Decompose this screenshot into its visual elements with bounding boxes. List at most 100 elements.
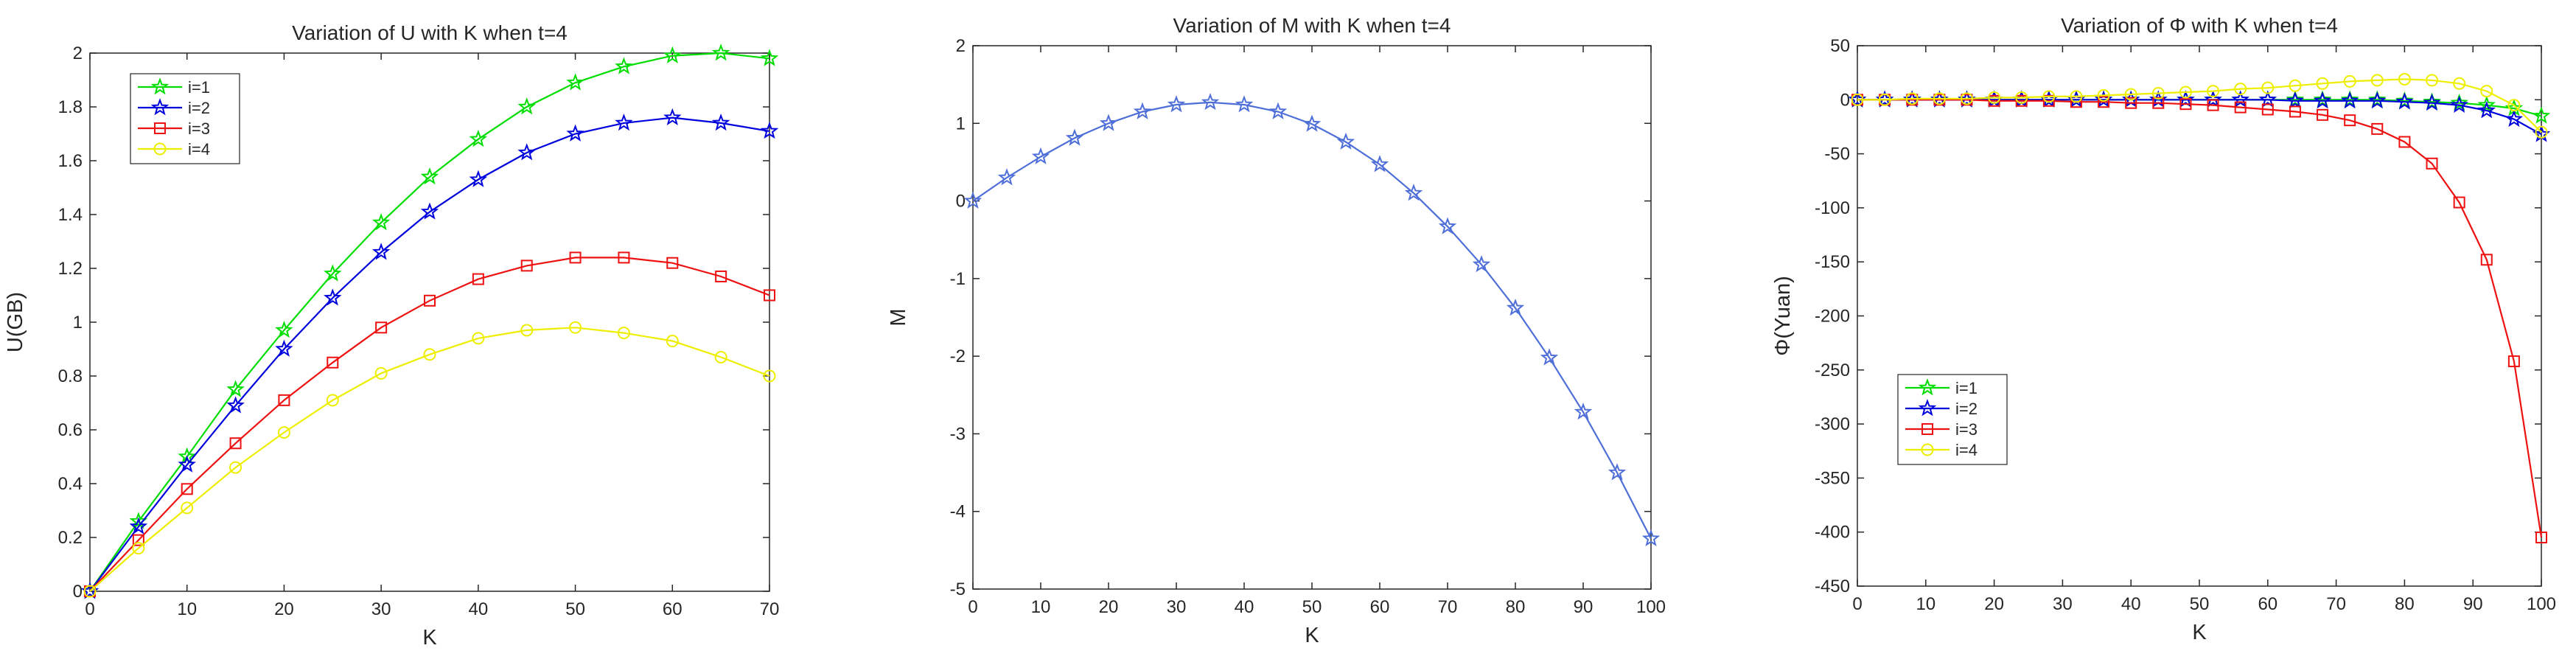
x-axis-label: K bbox=[2192, 621, 2207, 644]
y-tick-label: -5 bbox=[950, 579, 966, 599]
data-point bbox=[569, 251, 582, 264]
data-point bbox=[2179, 98, 2192, 111]
data-point bbox=[760, 122, 779, 139]
data-point bbox=[472, 332, 485, 345]
plot-area bbox=[972, 45, 1652, 590]
y-tick-label: -50 bbox=[1824, 145, 1850, 164]
y-tick-label: 0.2 bbox=[58, 528, 83, 548]
data-point bbox=[963, 191, 982, 209]
data-point bbox=[666, 335, 679, 348]
legend-entry-label: i=1 bbox=[188, 78, 210, 97]
y-tick-label: 2 bbox=[73, 43, 83, 63]
data-point bbox=[1133, 102, 1152, 119]
legend-entry-label: i=3 bbox=[188, 119, 210, 138]
data-point bbox=[324, 264, 342, 282]
data-point bbox=[711, 43, 730, 61]
data-point bbox=[371, 243, 391, 260]
data-point bbox=[327, 356, 339, 369]
data-point bbox=[2289, 105, 2301, 118]
y-tick-label: 1.2 bbox=[58, 259, 83, 279]
data-point bbox=[711, 114, 730, 131]
data-point bbox=[617, 327, 630, 340]
data-point bbox=[520, 260, 533, 272]
data-point bbox=[83, 585, 97, 598]
data-point bbox=[2453, 77, 2466, 90]
data-point bbox=[2480, 254, 2493, 266]
legend-marker bbox=[1921, 423, 1933, 435]
y-tick-label: 0.4 bbox=[58, 474, 83, 494]
x-tick-label: 80 bbox=[2395, 594, 2415, 614]
data-point bbox=[2477, 101, 2496, 119]
data-point bbox=[2535, 125, 2548, 139]
data-point bbox=[517, 97, 536, 115]
y-tick-label: 1 bbox=[956, 114, 966, 133]
y-axis-label: U(GB) bbox=[4, 292, 27, 352]
data-point bbox=[129, 517, 148, 535]
data-point bbox=[2371, 122, 2384, 135]
x-tick-label: 30 bbox=[1167, 597, 1187, 617]
data-point bbox=[2395, 91, 2414, 109]
data-point bbox=[2015, 91, 2028, 104]
data-point bbox=[424, 294, 436, 307]
data-point bbox=[374, 366, 388, 380]
data-point bbox=[1235, 95, 1254, 113]
series-line-i=4 bbox=[89, 327, 770, 592]
data-point bbox=[2423, 92, 2441, 110]
data-point bbox=[1201, 93, 1220, 111]
plot-area bbox=[1857, 45, 2542, 587]
legend-entry-label: i=2 bbox=[188, 99, 210, 117]
x-tick-label: 60 bbox=[1370, 597, 1390, 617]
y-tick-label: -4 bbox=[950, 502, 966, 522]
data-point bbox=[760, 49, 779, 66]
data-point bbox=[229, 437, 242, 450]
data-point bbox=[277, 426, 290, 439]
x-tick-label: 10 bbox=[177, 599, 197, 619]
data-point bbox=[566, 124, 584, 142]
data-point bbox=[2368, 91, 2387, 109]
data-point bbox=[1574, 403, 1593, 420]
data-point bbox=[1167, 95, 1186, 113]
data-point bbox=[569, 321, 582, 334]
x-tick-label: 10 bbox=[1031, 597, 1051, 617]
y-tick-label: -1 bbox=[950, 269, 966, 289]
data-point bbox=[2097, 88, 2110, 102]
data-point bbox=[2261, 103, 2274, 116]
data-point bbox=[997, 168, 1016, 186]
x-axis-label: K bbox=[422, 626, 437, 650]
data-point bbox=[2507, 99, 2521, 112]
data-point bbox=[2426, 74, 2439, 87]
y-tick-label: 0 bbox=[73, 582, 83, 602]
y-tick-label: -300 bbox=[1815, 414, 1850, 434]
y-tick-label: 0.6 bbox=[58, 420, 83, 440]
data-point bbox=[371, 212, 391, 231]
chart-title: Variation of U with K when t=4 bbox=[292, 21, 568, 44]
x-tick-label: 100 bbox=[1636, 597, 1666, 617]
data-point bbox=[2505, 109, 2524, 128]
data-point bbox=[226, 396, 245, 414]
data-point bbox=[2370, 74, 2384, 87]
chart-title: Variation of Φ with K when t=4 bbox=[2061, 14, 2338, 37]
data-point bbox=[1065, 128, 1084, 146]
data-point bbox=[1641, 529, 1661, 547]
series-line-i=1 bbox=[89, 52, 770, 592]
data-point bbox=[2313, 90, 2332, 108]
data-point bbox=[2426, 157, 2438, 170]
data-point bbox=[2286, 91, 2305, 109]
data-point bbox=[229, 461, 242, 474]
x-tick-label: 50 bbox=[2190, 594, 2210, 614]
data-point bbox=[1268, 102, 1288, 119]
legend-marker bbox=[1918, 399, 1937, 417]
data-point bbox=[2286, 90, 2305, 108]
x-tick-label: 90 bbox=[1574, 597, 1594, 617]
data-point bbox=[2070, 90, 2083, 103]
chart-m-vs-k: 0 10 20 30 40 50 60 70 80 90 100 -5 -4 -3 -2 -1 0 1 2 Varia… bbox=[866, 0, 1714, 665]
data-point bbox=[275, 320, 293, 338]
x-tick-label: 30 bbox=[371, 599, 391, 619]
x-tick-label: 80 bbox=[1506, 597, 1526, 617]
y-tick-label: 0 bbox=[1840, 90, 1850, 110]
y-tick-label: -100 bbox=[1815, 198, 1850, 218]
legend-marker bbox=[150, 77, 170, 95]
data-point bbox=[1472, 255, 1491, 273]
data-point bbox=[763, 369, 776, 383]
data-point bbox=[2368, 90, 2387, 108]
